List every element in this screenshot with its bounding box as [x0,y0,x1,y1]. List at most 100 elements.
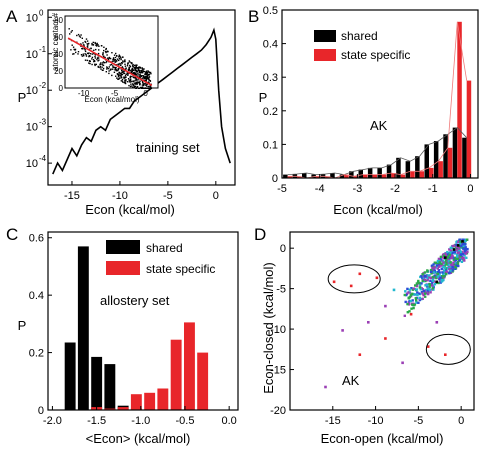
scatter-point [418,281,421,285]
inset-point [118,71,121,74]
inset-point [146,85,148,87]
scatter-point [431,281,434,284]
scatter-point [438,265,441,268]
inset-point [138,68,140,70]
inset-point [148,76,150,78]
bar-state-specific [466,80,472,178]
inset-point [128,69,131,71]
scatter-point [426,277,429,280]
inset-point [71,30,73,32]
inset-point [146,75,148,77]
inset-point [116,73,119,75]
inset-point [103,46,105,48]
inset-point [138,70,141,73]
scatter-point [466,247,469,251]
inset-point [84,49,86,51]
legend-swatch-shared [314,30,336,42]
inset-point [100,68,102,70]
inset-point [91,53,94,55]
scatter-point [452,244,456,247]
inset-point [113,54,116,56]
x-tick-label: -15 [64,190,80,202]
inset-point [127,78,130,80]
inset-point [139,72,141,74]
inset-point [100,45,103,47]
bar-shared [349,171,354,178]
scatter-point [441,256,445,259]
inset-point [141,70,143,72]
inset-point [135,76,137,79]
inset-point [136,69,138,72]
scatter-point [455,245,458,248]
inset-point [131,62,133,65]
inset-point [86,40,89,42]
legend-label-shared: shared [146,241,183,255]
inset-point [92,44,94,46]
inset-point [95,63,97,66]
inset-point [121,62,123,65]
inset-y-tick-label: 60 [54,33,63,42]
inset-point [142,69,144,71]
inset-point [149,86,151,88]
bar-state-specific [429,167,434,178]
inset-point [106,67,108,69]
inset-point [104,56,106,59]
inset-point [70,31,72,33]
scatter-point [456,260,460,264]
bar-shared [358,169,363,178]
y-axis-label: P [18,318,27,333]
scatter-point [444,252,448,255]
y-tick-label: 0.1 [263,139,278,151]
scatter-point [464,252,468,255]
legend-label-state-specific: state specific [341,48,410,62]
inset-point [129,76,131,78]
inset-point [143,84,145,86]
plot-area: -15 -10 -5 0 -20 -15 -10 -5 0 [270,231,475,427]
scatter-point [412,287,416,290]
x-tick-label: 0.0 [222,415,237,427]
y-tick-label: 0 [272,173,278,185]
bar-shared [64,342,76,410]
x-tick-label: -0.5 [175,415,194,427]
scatter-point [442,261,445,264]
bar-shared [433,141,439,178]
scatter-point [438,271,441,274]
inset-point [96,42,98,45]
inset-point [96,58,98,61]
scatter-point [367,321,370,324]
inset-point [150,86,152,88]
inset-point [75,51,77,54]
scatter-point [444,353,447,356]
scatter-point [443,264,446,268]
inset-point [139,80,141,82]
scatter-point [435,276,438,280]
scatter-point [453,250,456,254]
scatter-point [426,270,429,273]
x-axis-label: Econ-open (kcal/mol) [321,431,444,446]
y-tick-exponent: -3 [39,118,47,127]
inset-point [91,44,93,46]
inset-point [102,54,104,56]
inset-point [84,53,86,55]
x-tick-label: -2 [390,183,400,195]
inset-point [121,73,123,76]
scatter-point [439,258,442,261]
inset-point [73,48,75,51]
scatter-point [433,266,436,269]
x-tick-label: -5 [163,190,173,202]
inset-point [134,83,136,85]
inset-point [114,56,117,59]
panel-letter: C [6,225,18,244]
inset-point [125,76,127,78]
inset-point [137,66,140,68]
inset-point [135,78,138,80]
inset-point [116,58,119,60]
inset-point [82,53,84,55]
annotation: training set [136,140,200,155]
scatter-point [447,263,450,266]
inset-point [80,34,82,36]
y-tick-label: 0.2 [263,106,278,118]
scatter-point [427,292,430,296]
bar-state-specific [130,394,142,410]
y-tick-label: 0.4 [29,290,44,302]
